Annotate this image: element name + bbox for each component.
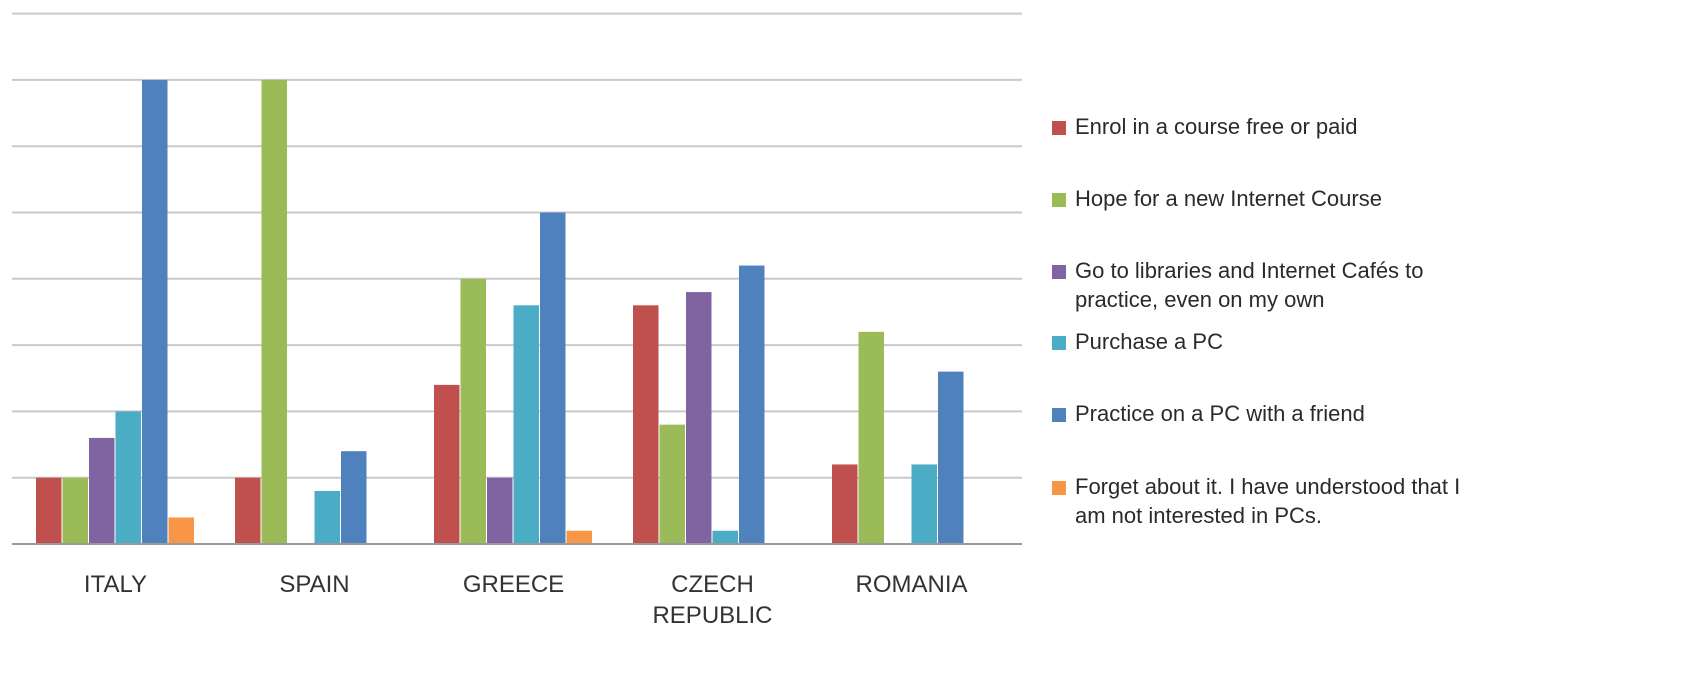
- category-label: ROMANIA: [855, 571, 967, 598]
- legend-marker: [1052, 193, 1066, 207]
- bar: [62, 477, 88, 544]
- legend-marker: [1052, 481, 1066, 495]
- bar: [89, 437, 115, 544]
- bar: [659, 424, 685, 544]
- legend-label: Practice on a PC with a friend: [1075, 401, 1365, 426]
- legend-item: Go to libraries and Internet Cafés to pra…: [1052, 258, 1424, 312]
- legend: Enrol in a course free or paid Hope for a…: [1052, 114, 1460, 528]
- bar: [168, 517, 194, 544]
- bar: [460, 278, 486, 544]
- bars: [36, 79, 964, 545]
- bar: [858, 331, 884, 544]
- bar: [142, 79, 168, 545]
- category-label: CZECH REPUBLIC: [652, 571, 772, 629]
- category-labels: ITALY SPAIN GREECE CZECH REPUBLIC ROMANIA: [84, 571, 968, 629]
- bar: [314, 490, 340, 544]
- category-label: SPAIN: [279, 571, 349, 598]
- legend-label: Hope for a new Internet Course: [1075, 186, 1382, 211]
- bar: [115, 411, 141, 544]
- legend-item: Purchase a PC: [1052, 329, 1223, 354]
- bar: [513, 305, 539, 544]
- legend-item: Hope for a new Internet Course: [1052, 186, 1382, 211]
- bar: [566, 530, 592, 544]
- legend-marker: [1052, 408, 1066, 422]
- bar: [235, 477, 261, 544]
- bar: [739, 265, 765, 544]
- bar: [712, 530, 738, 544]
- legend-label: Enrol in a course free or paid: [1075, 114, 1358, 139]
- legend-label: Forget about it. I have understood that …: [1075, 474, 1460, 528]
- bar: [911, 464, 937, 544]
- legend-marker: [1052, 121, 1066, 135]
- bar: [341, 451, 367, 544]
- bar: [540, 212, 566, 544]
- bar: [434, 384, 460, 544]
- legend-marker: [1052, 336, 1066, 350]
- bar: [487, 477, 513, 544]
- category-label: ITALY: [84, 571, 147, 598]
- legend-item: Practice on a PC with a friend: [1052, 401, 1365, 426]
- bar: [261, 79, 287, 545]
- legend-item: Enrol in a course free or paid: [1052, 114, 1358, 139]
- bar: [633, 305, 659, 544]
- bar: [938, 371, 964, 544]
- legend-item: Forget about it. I have understood that …: [1052, 474, 1460, 528]
- legend-label: Purchase a PC: [1075, 329, 1223, 354]
- bar: [832, 464, 858, 544]
- legend-marker: [1052, 265, 1066, 279]
- bar: [36, 477, 62, 544]
- legend-label: Go to libraries and Internet Cafés to pra…: [1075, 258, 1424, 312]
- bar: [686, 292, 712, 544]
- category-label: GREECE: [463, 571, 564, 598]
